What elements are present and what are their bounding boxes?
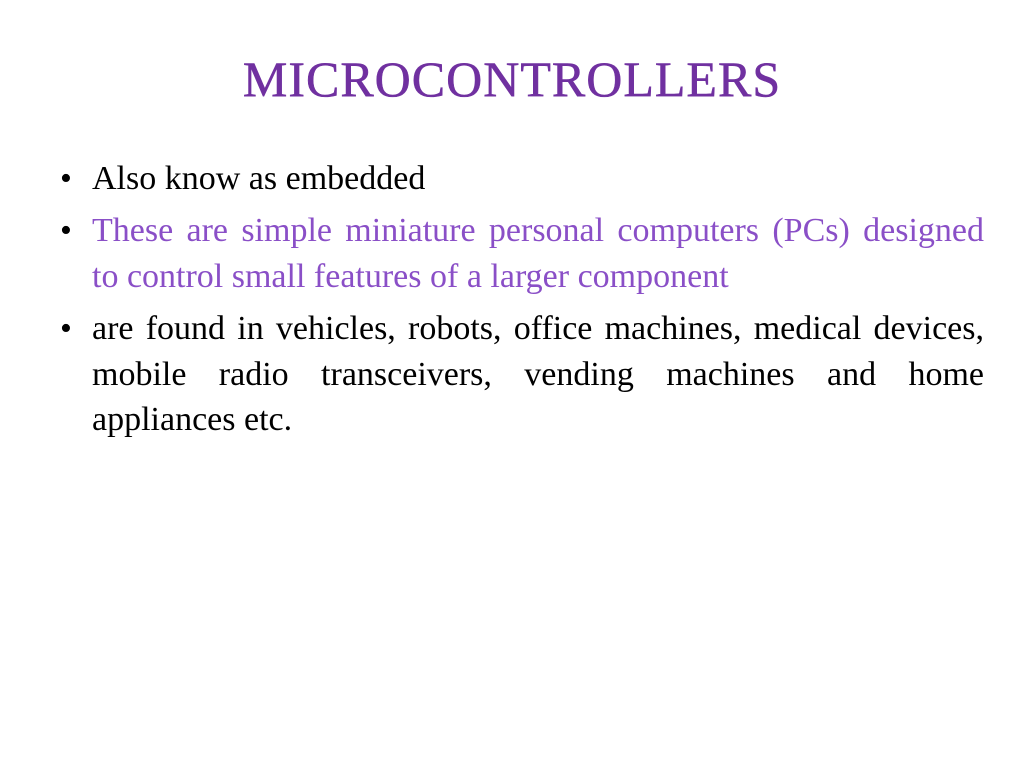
slide-title: Microcontrollers xyxy=(40,50,984,108)
bullet-item: These are simple miniature personal comp… xyxy=(70,208,984,300)
slide-container: Microcontrollers Also know as embedded T… xyxy=(0,0,1024,768)
bullet-item: are found in vehicles, robots, office ma… xyxy=(70,306,984,444)
bullet-list: Also know as embedded These are simple m… xyxy=(40,156,984,443)
bullet-item: Also know as embedded xyxy=(70,156,984,202)
